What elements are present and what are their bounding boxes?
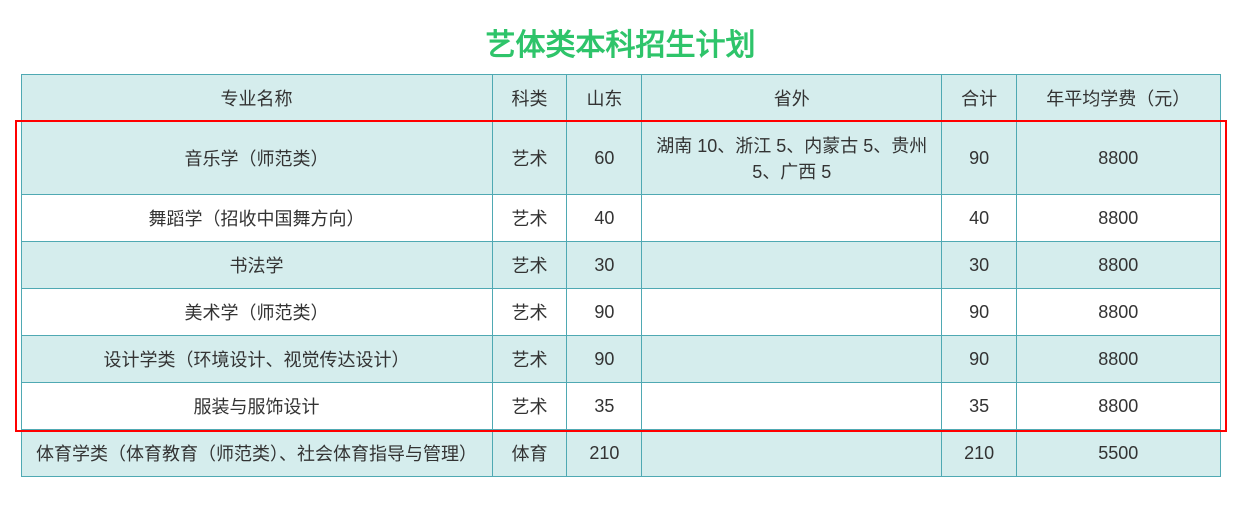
cell-outside — [642, 242, 942, 289]
column-header-shandong: 山东 — [567, 75, 642, 122]
cell-category: 艺术 — [492, 383, 567, 430]
column-header-fee: 年平均学费（元） — [1017, 75, 1220, 122]
cell-fee: 8800 — [1017, 383, 1220, 430]
table-row: 设计学类（环境设计、视觉传达设计）艺术90908800 — [21, 336, 1220, 383]
page-container: 艺体类本科招生计划 专业名称科类山东省外合计年平均学费（元） 音乐学（师范类）艺… — [21, 20, 1221, 477]
cell-outside — [642, 430, 942, 477]
page-title: 艺体类本科招生计划 — [21, 20, 1221, 64]
cell-category: 艺术 — [492, 336, 567, 383]
cell-total: 90 — [942, 289, 1017, 336]
cell-total: 35 — [942, 383, 1017, 430]
column-header-outside: 省外 — [642, 75, 942, 122]
table-wrapper: 专业名称科类山东省外合计年平均学费（元） 音乐学（师范类）艺术60湖南 10、浙… — [21, 74, 1221, 477]
table-row: 书法学艺术30308800 — [21, 242, 1220, 289]
cell-category: 艺术 — [492, 289, 567, 336]
enrollment-table: 专业名称科类山东省外合计年平均学费（元） 音乐学（师范类）艺术60湖南 10、浙… — [21, 74, 1221, 477]
cell-category: 艺术 — [492, 195, 567, 242]
cell-total: 90 — [942, 336, 1017, 383]
cell-name: 设计学类（环境设计、视觉传达设计） — [21, 336, 492, 383]
cell-outside — [642, 336, 942, 383]
cell-category: 艺术 — [492, 242, 567, 289]
cell-shandong: 40 — [567, 195, 642, 242]
column-header-total: 合计 — [942, 75, 1017, 122]
cell-shandong: 30 — [567, 242, 642, 289]
cell-shandong: 60 — [567, 122, 642, 195]
cell-fee: 8800 — [1017, 336, 1220, 383]
table-row: 音乐学（师范类）艺术60湖南 10、浙江 5、内蒙古 5、贵州 5、广西 590… — [21, 122, 1220, 195]
cell-fee: 8800 — [1017, 289, 1220, 336]
cell-shandong: 35 — [567, 383, 642, 430]
cell-total: 30 — [942, 242, 1017, 289]
table-row: 美术学（师范类）艺术90908800 — [21, 289, 1220, 336]
table-row: 体育学类（体育教育（师范类）、社会体育指导与管理）体育2102105500 — [21, 430, 1220, 477]
cell-outside — [642, 289, 942, 336]
cell-total: 40 — [942, 195, 1017, 242]
cell-outside — [642, 195, 942, 242]
cell-outside — [642, 383, 942, 430]
cell-category: 体育 — [492, 430, 567, 477]
cell-shandong: 90 — [567, 289, 642, 336]
cell-fee: 5500 — [1017, 430, 1220, 477]
table-row: 舞蹈学（招收中国舞方向）艺术40408800 — [21, 195, 1220, 242]
table-body: 音乐学（师范类）艺术60湖南 10、浙江 5、内蒙古 5、贵州 5、广西 590… — [21, 122, 1220, 477]
cell-total: 90 — [942, 122, 1017, 195]
cell-shandong: 210 — [567, 430, 642, 477]
cell-name: 音乐学（师范类） — [21, 122, 492, 195]
cell-fee: 8800 — [1017, 242, 1220, 289]
cell-total: 210 — [942, 430, 1017, 477]
cell-fee: 8800 — [1017, 195, 1220, 242]
table-row: 服装与服饰设计艺术35358800 — [21, 383, 1220, 430]
column-header-category: 科类 — [492, 75, 567, 122]
cell-name: 体育学类（体育教育（师范类）、社会体育指导与管理） — [21, 430, 492, 477]
table-header: 专业名称科类山东省外合计年平均学费（元） — [21, 75, 1220, 122]
cell-name: 舞蹈学（招收中国舞方向） — [21, 195, 492, 242]
cell-outside: 湖南 10、浙江 5、内蒙古 5、贵州 5、广西 5 — [642, 122, 942, 195]
cell-category: 艺术 — [492, 122, 567, 195]
cell-name: 美术学（师范类） — [21, 289, 492, 336]
cell-name: 书法学 — [21, 242, 492, 289]
column-header-name: 专业名称 — [21, 75, 492, 122]
cell-name: 服装与服饰设计 — [21, 383, 492, 430]
cell-fee: 8800 — [1017, 122, 1220, 195]
cell-shandong: 90 — [567, 336, 642, 383]
